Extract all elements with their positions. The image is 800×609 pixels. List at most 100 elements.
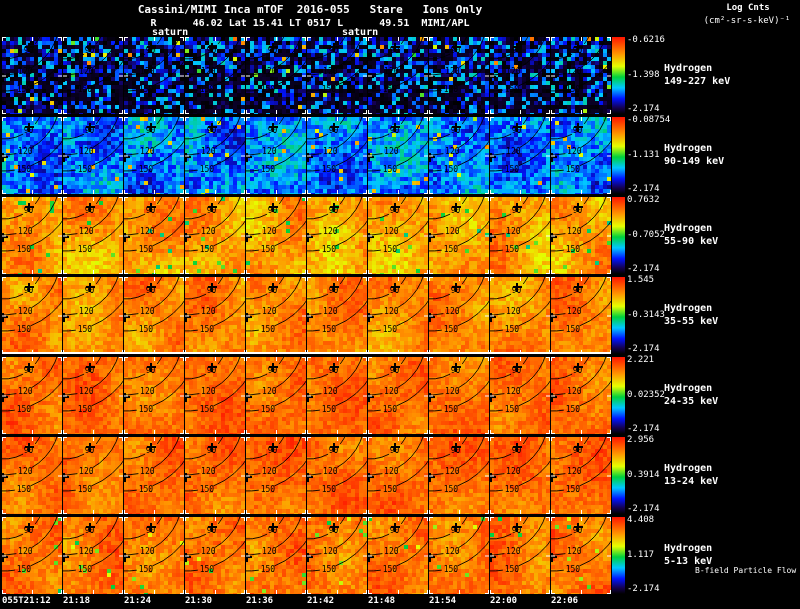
species-name: Hydrogen (664, 303, 713, 314)
species-label-row-6: Hydrogen 13-24 keV (664, 462, 718, 488)
spectrogram-panel-r7c3 (124, 517, 184, 594)
spectrogram-panel-r3c9 (490, 197, 550, 274)
colorbar-row-1 (612, 37, 625, 114)
spectrogram-panel-r5c1 (2, 357, 62, 434)
spectrogram-panel-r2c5 (246, 117, 306, 194)
spectrogram-panel-r7c8 (429, 517, 489, 594)
spectrogram-panel-r4c5 (246, 277, 306, 354)
saturn-annotation-right: saturn (342, 27, 379, 38)
colorbar-tick-r7-bottom: -2.174 (627, 584, 660, 594)
spectrogram-panel-r3c5 (246, 197, 306, 274)
spectrogram-panel-r7c5 (246, 517, 306, 594)
colorbar-tick-r4-bottom: -2.174 (627, 344, 660, 354)
colorbar-tick-r1-mid: -1.398 (627, 70, 660, 80)
spectrogram-panel-r7c9 (490, 517, 550, 594)
spectrogram-panel-r4c7 (368, 277, 428, 354)
colorbar-tick-r1-bottom: -2.174 (627, 104, 660, 114)
species-label-row-5: Hydrogen 24-35 keV (664, 382, 718, 408)
spectrogram-panel-r4c8 (429, 277, 489, 354)
spectrogram-panel-r4c10 (551, 277, 611, 354)
spectrogram-panel-r6c2 (63, 437, 123, 514)
spectrogram-panel-r6c9 (490, 437, 550, 514)
colorbar-tick-r3-mid: -0.7052 (627, 230, 665, 240)
time-tick-label-6: 21:42 (307, 596, 335, 606)
spectrogram-panel-r5c4 (185, 357, 245, 434)
time-tick-label-7: 21:48 (368, 596, 396, 606)
spectrogram-panel-r4c6 (307, 277, 367, 354)
spectrogram-panel-r1c7 (368, 37, 428, 114)
saturn-annotation-left: saturn (152, 27, 189, 38)
energy-range: 5-13 keV (664, 556, 713, 567)
colorbar-tick-r5-top: 2.221 (627, 355, 655, 365)
species-name: Hydrogen (664, 223, 713, 234)
spectrogram-panel-r7c1 (2, 517, 62, 594)
colorbar-tick-r4-mid: -0.3143 (627, 310, 665, 320)
spectrogram-panel-r1c9 (490, 37, 550, 114)
colorbar-row-4 (612, 277, 625, 354)
energy-range: 24-35 keV (664, 396, 719, 407)
colorbar-row-6 (612, 437, 625, 514)
spectrogram-panel-r3c10 (551, 197, 611, 274)
spectrogram-panel-r5c5 (246, 357, 306, 434)
spectrogram-panel-r1c10 (551, 37, 611, 114)
spectrogram-panel-r2c1 (2, 117, 62, 194)
spectrogram-panel-r3c7 (368, 197, 428, 274)
energy-range: 13-24 keV (664, 476, 719, 487)
spectrogram-panel-r4c1 (2, 277, 62, 354)
colorbar-tick-r6-mid: 0.3914 (627, 470, 660, 480)
colorbar-row-7 (612, 517, 625, 594)
time-tick-label-10: 22:06 (551, 596, 579, 606)
data-gap-line (2, 352, 611, 354)
spectrogram-panel-r4c3 (124, 277, 184, 354)
spectrogram-panel-r1c8 (429, 37, 489, 114)
spectrogram-panel-r2c7 (368, 117, 428, 194)
colorbar-tick-r5-bottom: -2.174 (627, 424, 660, 434)
spectrogram-panel-r4c2 (63, 277, 123, 354)
spectrogram-panel-r4c4 (185, 277, 245, 354)
ephemeris-line: R 46.02 Lat 15.41 LT 0517 L 49.51 MIMI/A… (150, 18, 470, 29)
colorbar-tick-r7-top: 4.408 (627, 515, 655, 525)
spectrogram-panel-r7c10 (551, 517, 611, 594)
species-label-row-1: Hydrogen 149-227 keV (664, 62, 730, 88)
spectrogram-grid (2, 37, 612, 597)
colorbar-tick-r3-bottom: -2.174 (627, 264, 660, 274)
spectrogram-panel-r6c10 (551, 437, 611, 514)
species-label-row-3: Hydrogen 55-90 keV (664, 222, 718, 248)
spectrogram-panel-r2c8 (429, 117, 489, 194)
colorbar-units-label: (cm²-sr-s-keV)⁻¹ (703, 16, 791, 26)
colorbar-tick-r6-bottom: -2.174 (627, 504, 660, 514)
spectrogram-panel-r2c10 (551, 117, 611, 194)
spectrogram-panel-r1c4 (185, 37, 245, 114)
spectrogram-panel-r3c8 (429, 197, 489, 274)
time-axis: 055T21:12 21:18 21:24 21:30 21:36 21:42 21:48 2… (2, 596, 798, 608)
species-label-row-7: Hydrogen 5-13 keV (664, 542, 712, 568)
spectrogram-panel-r1c3 (124, 37, 184, 114)
time-tick-label-9: 22:00 (490, 596, 518, 606)
time-tick-label-5: 21:36 (246, 596, 274, 606)
colorbar-row-3 (612, 197, 625, 274)
species-name: Hydrogen (664, 63, 713, 74)
bfield-flow-label: B-field Particle Flow (695, 566, 797, 575)
spectrogram-panel-r1c1 (2, 37, 62, 114)
spectrogram-panel-r7c6 (307, 517, 367, 594)
colorbar-row-5 (612, 357, 625, 434)
spectrogram-panel-r6c4 (185, 437, 245, 514)
colorbar-tick-r6-top: 2.956 (627, 435, 655, 445)
spectrogram-panel-r6c6 (307, 437, 367, 514)
colorbar-tick-r3-top: 0.7632 (627, 195, 660, 205)
energy-range: 35-55 keV (664, 316, 719, 327)
time-tick-label-8: 21:54 (429, 596, 457, 606)
spectrogram-panel-r2c9 (490, 117, 550, 194)
colorbar-row-2 (612, 117, 625, 194)
spectrogram-panel-r3c4 (185, 197, 245, 274)
colorbar-title: Log Cnts (726, 3, 770, 13)
colorbar-tick-r2-bottom: -2.174 (627, 184, 660, 194)
spectrogram-panel-r3c3 (124, 197, 184, 274)
spectrogram-panel-r2c6 (307, 117, 367, 194)
species-label-row-2: Hydrogen 90-149 keV (664, 142, 724, 168)
colorbar-tick-r1-top: -0.6216 (627, 35, 665, 45)
spectrogram-panel-r1c2 (63, 37, 123, 114)
colorbar-tick-r4-top: 1.545 (627, 275, 655, 285)
spectrogram-panel-r5c6 (307, 357, 367, 434)
spectrogram-panel-r7c7 (368, 517, 428, 594)
